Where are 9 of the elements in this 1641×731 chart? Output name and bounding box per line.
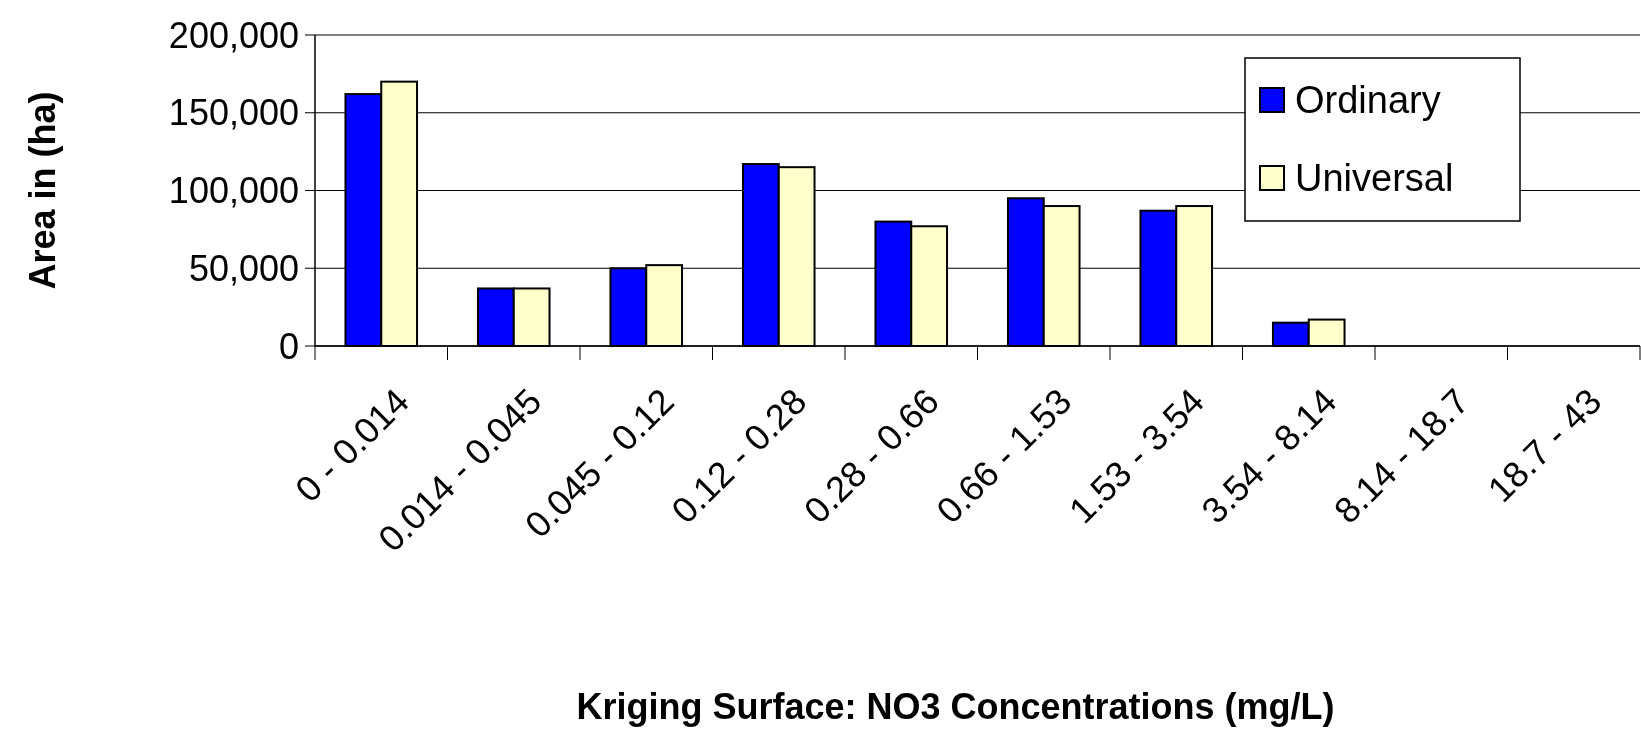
- y-axis-title: Area in (ha): [22, 91, 63, 290]
- y-tick-label: 0: [278, 325, 299, 367]
- y-tick-label: 100,000: [168, 170, 299, 212]
- y-tick-label: 200,000: [168, 14, 299, 56]
- legend-label: Ordinary: [1295, 79, 1441, 122]
- legend-label: Universal: [1295, 157, 1454, 200]
- y-tick-label: 50,000: [188, 247, 299, 289]
- y-tick-label: 150,000: [168, 92, 299, 134]
- x-axis-title: Kriging Surface: NO3 Concentrations (mg/L): [576, 686, 1335, 727]
